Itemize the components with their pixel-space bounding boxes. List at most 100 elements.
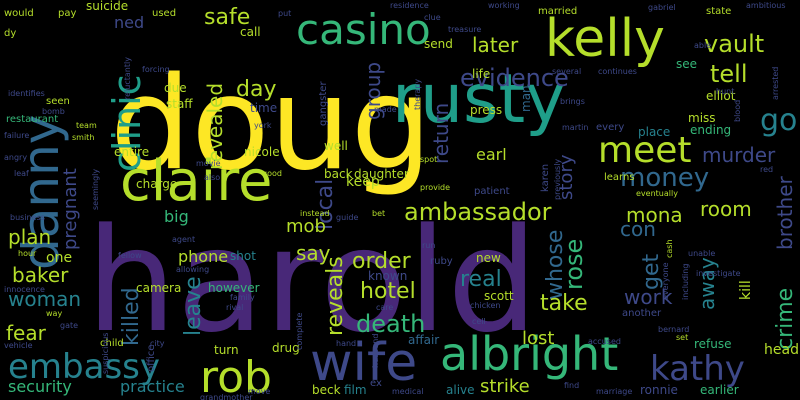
word-rusty: rusty [392, 60, 565, 139]
word-brings: brings [560, 97, 585, 106]
word-chicken: chicken [470, 301, 500, 310]
word-business: business [10, 213, 45, 222]
word-film: film [344, 383, 367, 397]
word-including: including [681, 264, 690, 300]
word-entire: entire [114, 145, 149, 159]
word-strike: strike [480, 376, 530, 397]
word-cell: cell [472, 317, 486, 326]
word-earlier: earlier [700, 383, 739, 397]
word-residence: residence [390, 1, 429, 10]
word-due: due [164, 81, 187, 95]
word-lost: lost [522, 328, 554, 349]
word-revealed: revealed [203, 83, 227, 170]
word-casino: casino [296, 5, 431, 54]
word-ambassador: ambassador [404, 198, 552, 226]
word-mona: mona [626, 203, 683, 227]
word-whose: whose [543, 230, 568, 300]
word-arrested: arrested [771, 67, 780, 100]
word-able: able [694, 41, 711, 50]
word-away: away [695, 257, 719, 310]
word-ambitious: ambitious [746, 1, 786, 10]
word-suspicious: suspicious [101, 333, 110, 374]
word-made: made [374, 105, 397, 114]
word-way: way [46, 309, 62, 318]
word-state: state [706, 6, 731, 17]
word-say: say [296, 241, 331, 265]
word-earl: earl [476, 145, 507, 164]
word-husband: husband [371, 334, 380, 368]
word-harold: harold [86, 197, 538, 364]
word-doug: doug [110, 50, 432, 199]
word-one: one [46, 250, 72, 266]
word-married: married [538, 6, 577, 17]
word-brother: brother [773, 175, 797, 250]
word-embassy: embassy [8, 347, 160, 387]
word-previously: previously [553, 159, 562, 200]
word-ned: ned [114, 13, 144, 32]
word-turn: turn [214, 343, 239, 357]
word-suicide: suicide [86, 0, 128, 13]
word-hunt: hunt [716, 87, 734, 96]
word-medical: medical [392, 387, 424, 396]
word-nicole: nicole [244, 145, 280, 159]
word-life: life [472, 67, 490, 81]
word-continues: continues [598, 67, 637, 76]
word-elliot: elliot [706, 89, 736, 103]
word-put: put [278, 9, 291, 18]
word-real: real [460, 267, 502, 292]
word-reluctantly: reluctantly [123, 57, 132, 100]
word-also: also [204, 173, 220, 182]
word-bet: bet [372, 209, 385, 218]
word-would: would [4, 8, 34, 19]
word-work: work [624, 285, 673, 309]
word-press: press [470, 103, 502, 117]
word-everyone: everyone [661, 262, 670, 300]
word-grandmother: grandmother [200, 393, 253, 400]
word-shot: shot [230, 249, 256, 263]
word-gangster: gangster [318, 81, 329, 126]
word-therapy: therapy [413, 79, 422, 110]
word-treasure: treasure [448, 25, 481, 34]
word-unable: unable [688, 249, 715, 258]
word-rob: rob [200, 352, 272, 400]
word-money: money [620, 163, 709, 193]
word-hotel: hotel [360, 279, 416, 304]
word-take: take [540, 291, 588, 316]
word-beck: beck [312, 383, 341, 397]
word-dy: dy [4, 28, 16, 39]
word-miss: miss [688, 111, 716, 125]
word-room: room [700, 197, 752, 221]
word-refuse: refuse [694, 337, 732, 351]
word-mob: mob [286, 216, 326, 237]
word-later: later [472, 33, 519, 57]
word-gabriel: gabriel [648, 3, 676, 12]
word-seemingly: seemingly [91, 169, 100, 210]
word-killed: killed [119, 287, 144, 346]
word-kelly: kelly [545, 9, 665, 69]
word-identifies: identifies [8, 89, 45, 98]
word-go: go [760, 103, 797, 138]
word-city: city [150, 339, 165, 348]
word-story: story [556, 154, 577, 200]
word-spot: spot [420, 155, 437, 164]
word-daughter: daughter [354, 167, 409, 181]
word-restaurant: restaurant [6, 114, 58, 125]
word-blood: blood [733, 100, 742, 122]
word-several: several [552, 67, 581, 76]
word-fear: fear [6, 321, 47, 345]
word-claire: claire [120, 149, 272, 214]
word-hour: hour [18, 249, 37, 258]
word-learns: learns [604, 172, 635, 183]
word-find: find [564, 381, 579, 390]
word-clinic: clinic [105, 74, 149, 172]
word-kathy: kathy [650, 349, 745, 389]
word-working: working [488, 1, 520, 10]
word-new: new [476, 251, 501, 265]
word-movie: movie [196, 159, 221, 168]
word-day: day [236, 77, 276, 102]
word-meet: meet [598, 130, 691, 171]
word-big: big [164, 207, 189, 226]
word-used: used [152, 8, 176, 19]
word-tell: tell [710, 60, 748, 88]
